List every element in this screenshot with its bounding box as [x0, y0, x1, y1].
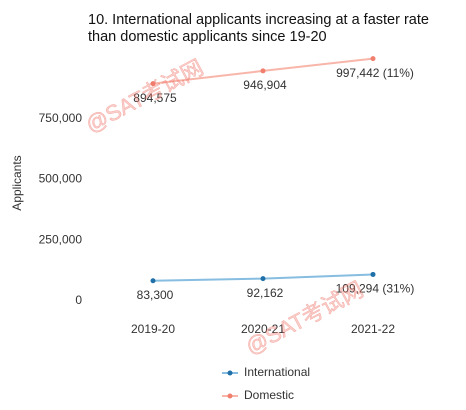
data-label: 92,162 [247, 286, 284, 300]
y-tick-label: 750,000 [39, 111, 83, 125]
data-point [150, 81, 156, 87]
data-point [370, 56, 376, 62]
data-label: 894,575 [133, 91, 177, 105]
legend-marker [227, 393, 233, 399]
y-axis-label: Applicants [10, 155, 24, 210]
watermark: @SAT考试网 [81, 55, 207, 138]
y-tick-label: 0 [75, 293, 82, 307]
y-tick-label: 250,000 [39, 232, 83, 246]
y-tick-label: 500,000 [39, 172, 83, 186]
legend-marker [227, 370, 233, 376]
x-tick-label: 2019-20 [131, 322, 175, 336]
data-point [260, 68, 266, 74]
data-point [150, 278, 156, 284]
x-tick-label: 2020-21 [241, 322, 285, 336]
data-point [260, 276, 266, 282]
legend-label: International [244, 365, 310, 379]
data-label: 997,442 (11%) [336, 66, 414, 80]
chart-title: 10. International applicants increasing … [88, 12, 429, 28]
x-tick-label: 2021-22 [351, 322, 395, 336]
data-label: 946,904 [243, 78, 287, 92]
data-point [370, 271, 376, 277]
data-label: 83,300 [137, 288, 174, 302]
data-label: 109,294 (31%) [336, 282, 415, 296]
chart-title: than domestic applicants since 19-20 [88, 29, 327, 45]
legend-label: Domestic [244, 388, 294, 402]
